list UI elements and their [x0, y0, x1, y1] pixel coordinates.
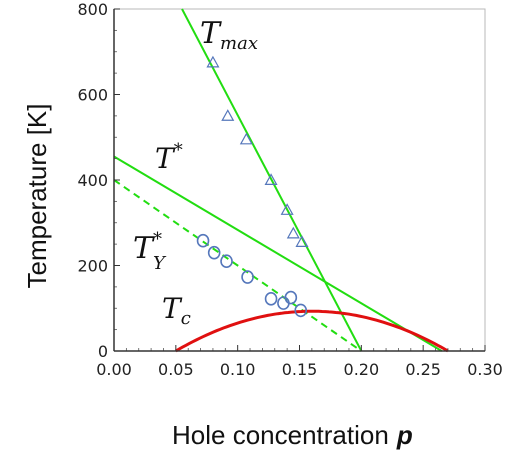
y-tick-label: 200	[77, 257, 108, 276]
x-tick-label: 0.05	[158, 360, 194, 379]
triangle-marker	[280, 203, 294, 215]
circle-marker	[294, 303, 308, 318]
circle-marker	[196, 233, 210, 248]
circle-marker	[284, 290, 298, 305]
x-tick-label: 0.10	[220, 360, 256, 379]
y-tick-label: 400	[77, 171, 108, 190]
triangle-marker	[286, 226, 300, 239]
label-tc-base: T	[162, 292, 183, 325]
curves-layer	[113, 8, 449, 353]
circle-marker	[264, 292, 278, 306]
ticks-layer: 0.00 0.05 0.10 0.15 0.20 0.25 0.30 0 200 400 600 80…	[77, 0, 502, 379]
x-tick-label: 0.20	[344, 360, 380, 379]
label-tstar-y-base: T	[133, 231, 155, 266]
x-axis-title-symbol: p	[396, 420, 413, 450]
label-tstar-y-sup: *	[153, 229, 162, 250]
circle-marker	[241, 270, 254, 284]
label-tstar-sup: *	[174, 140, 183, 161]
label-tc: Tc	[162, 292, 191, 329]
tstar-line	[113, 155, 443, 352]
label-tmax-sub: max	[220, 33, 258, 54]
triangle-marker	[264, 173, 278, 185]
y-axis-title: Temperature [K]	[22, 104, 52, 289]
triangle-marker	[221, 109, 235, 121]
circle-marker	[207, 245, 221, 260]
label-tstar-y-sub: Y	[153, 253, 167, 274]
x-tick-label: 0.00	[96, 360, 132, 379]
x-axis-title-text: Hole concentration	[172, 420, 389, 450]
tc-dome-curve	[175, 309, 449, 353]
label-tmax: Tmax	[200, 16, 258, 54]
triangle-marker	[295, 235, 309, 247]
triangle-marker	[239, 132, 253, 145]
label-tc-sub: c	[181, 308, 191, 329]
x-tick-label: 0.30	[467, 360, 503, 379]
x-tick-label: 0.15	[282, 360, 318, 379]
label-tstar: T*	[155, 140, 183, 175]
markers-layer	[196, 55, 309, 318]
label-tstar-base: T	[155, 142, 176, 175]
tstar-y-line	[113, 179, 362, 352]
y-tick-label: 800	[77, 0, 108, 19]
label-tmax-base: T	[200, 16, 222, 51]
x-tick-label: 0.25	[405, 360, 441, 379]
label-tstar-y: T* Y	[133, 229, 167, 274]
y-tick-label: 0	[98, 342, 108, 361]
y-tick-label: 600	[77, 86, 108, 105]
circle-marker	[220, 254, 233, 269]
tmax-line	[181, 8, 363, 352]
x-axis-title: Hole concentration p	[172, 420, 413, 450]
triangle-marker	[206, 55, 220, 68]
